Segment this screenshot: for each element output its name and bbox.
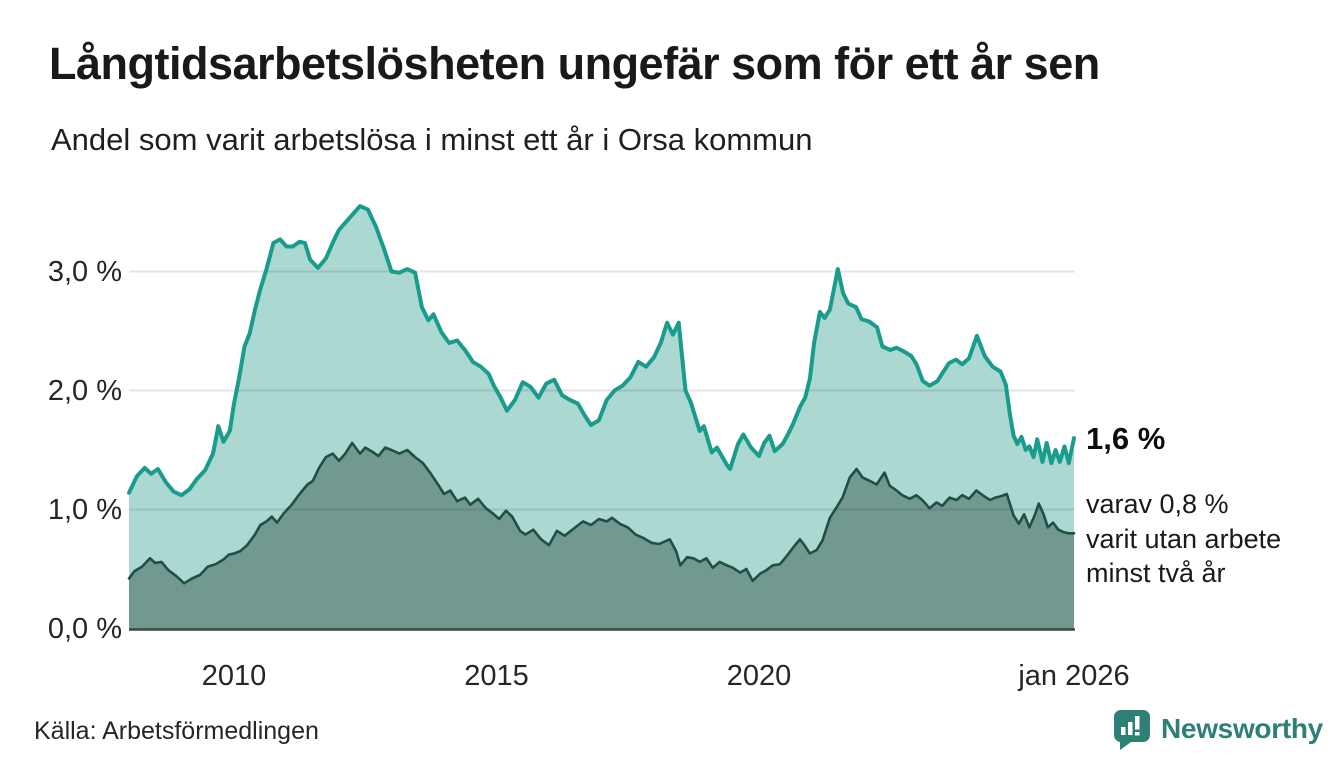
x-tick-jan-2026: jan 2026 <box>1018 660 1130 692</box>
newsworthy-logo[interactable]: Newsworthy <box>1112 708 1323 750</box>
y-tick-2: 2,0 % <box>47 374 122 407</box>
source-credit: Källa: Arbetsförmedlingen <box>34 717 319 745</box>
secondary-series-annotation: varav 0,8 % varit utan arbete minst två … <box>1086 489 1282 589</box>
end-value-label: 1,6 % <box>1086 421 1166 456</box>
over-two-years-line <box>127 441 1076 585</box>
x-tick-2010: 2010 <box>201 660 267 692</box>
y-tick-1: 1,0 % <box>47 493 122 526</box>
y-tick-3: 3,0 % <box>47 255 122 288</box>
newsworthy-bubble-icon <box>1113 710 1150 750</box>
y-tick-0: 0,0 % <box>47 612 122 645</box>
page-subtitle: Andel som varit arbetslösa i minst ett å… <box>51 122 813 157</box>
page-title: Långtidsarbetslösheten ungefär som för e… <box>49 38 1100 89</box>
x-tick-2020: 2020 <box>726 660 792 692</box>
total-line <box>127 204 1076 498</box>
x-tick-2015: 2015 <box>464 660 529 692</box>
over-two-years-area-fill <box>129 442 1074 629</box>
newsworthy-wordmark: Newsworthy <box>1161 713 1323 744</box>
